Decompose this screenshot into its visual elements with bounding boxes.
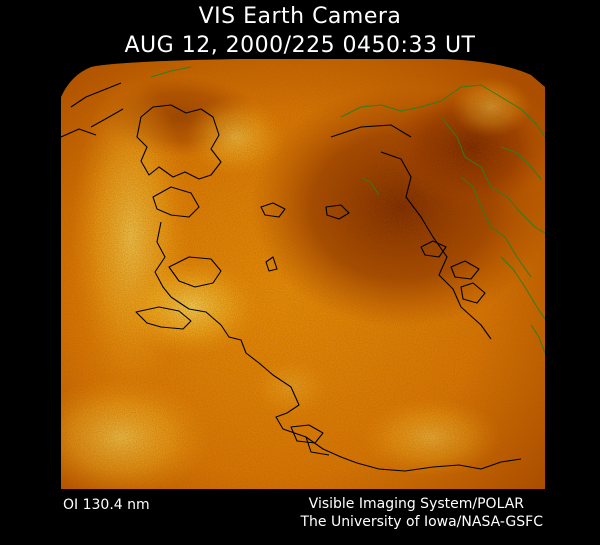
institution-label: The University of Iowa/NASA-GSFC	[300, 514, 543, 530]
auroral-earth-image	[61, 59, 545, 489]
instrument-label: Visible Imaging System/POLAR	[308, 496, 524, 512]
earth-image-frame	[61, 57, 545, 489]
camera-title: VIS Earth Camera	[198, 4, 402, 29]
filter-label: OI 130.4 nm	[63, 497, 150, 513]
timestamp-label: AUG 12, 2000/225 0450:33 UT	[124, 33, 476, 58]
